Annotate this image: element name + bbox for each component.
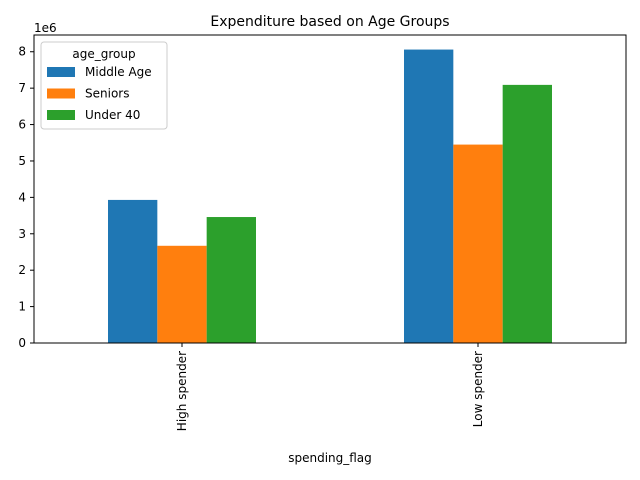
legend-swatch-under-40 [47, 110, 75, 120]
bar-seniors-high-spender [157, 245, 207, 343]
legend-frame [40, 41, 168, 130]
y-tick-label: 5 [18, 154, 26, 168]
bar-middle-age-low-spender [404, 49, 454, 343]
x-axis: High spender Low spender [175, 343, 485, 431]
bar-under-40-low-spender [502, 84, 552, 343]
y-tick-label: 7 [18, 81, 26, 95]
y-tick-label: 8 [18, 45, 26, 59]
legend: age_group Middle Age Seniors Under 40 [40, 41, 168, 130]
x-tick-label: Low spender [471, 351, 485, 427]
legend-label-middle-age: Middle Age [85, 65, 152, 79]
y-tick-label: 6 [18, 118, 26, 132]
bar-under-40-high-spender [206, 217, 256, 343]
bar-middle-age-high-spender [108, 199, 158, 343]
chart-title: Expenditure based on Age Groups [210, 14, 449, 30]
legend-title: age_group [72, 47, 135, 61]
legend-label-under-40: Under 40 [85, 108, 140, 122]
y-tick-label: 4 [18, 190, 26, 204]
x-tick-label: High spender [175, 351, 189, 431]
x-axis-label: spending_flag [288, 451, 372, 465]
bars-group [108, 49, 552, 343]
legend-label-seniors: Seniors [85, 87, 129, 101]
y-tick-label: 1 [18, 300, 26, 314]
legend-swatch-middle-age [47, 67, 75, 77]
legend-swatch-seniors [47, 88, 75, 99]
y-offset-text: 1e6 [34, 21, 57, 35]
y-tick-label: 0 [18, 336, 26, 350]
y-tick-label: 2 [18, 263, 26, 277]
y-axis: 0 1 2 3 4 5 6 7 8 [18, 45, 34, 350]
bar-seniors-low-spender [453, 144, 503, 343]
plot-frame [33, 34, 627, 344]
y-tick-label: 3 [18, 227, 26, 241]
